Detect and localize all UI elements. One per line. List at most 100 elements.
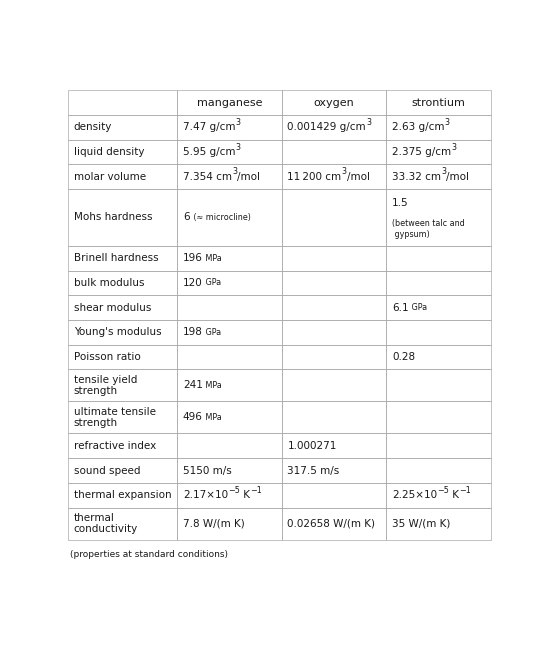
Bar [387,295,491,320]
Bar [177,369,282,401]
Bar [68,246,177,271]
Text: 496: 496 [183,413,203,422]
Bar [68,508,177,539]
Bar [68,164,177,189]
Bar [68,271,177,295]
Bar [68,320,177,345]
Text: 3: 3 [366,118,371,127]
Text: 0.02658 W/(m K): 0.02658 W/(m K) [287,519,376,528]
Text: 196: 196 [183,253,203,263]
Text: 1.5: 1.5 [392,199,408,208]
Bar [177,189,282,246]
Bar [282,401,387,434]
Bar [282,140,387,164]
Text: molar volume: molar volume [74,172,146,182]
Text: 7.47 g/cm: 7.47 g/cm [183,123,235,132]
Bar [387,90,491,115]
Text: 2.375 g/cm: 2.375 g/cm [392,147,451,157]
Bar [282,295,387,320]
Bar [387,271,491,295]
Bar [387,458,491,483]
Text: /mol: /mol [347,172,370,182]
Text: −1: −1 [459,485,471,495]
Text: 1.000271: 1.000271 [287,441,337,451]
Bar [177,458,282,483]
Bar [68,115,177,140]
Text: sound speed: sound speed [74,465,140,476]
Bar [282,189,387,246]
Bar [387,434,491,458]
Text: Mohs hardness: Mohs hardness [74,212,152,223]
Bar [387,189,491,246]
Text: /mol: /mol [446,172,469,182]
Bar [68,140,177,164]
Bar [177,164,282,189]
Bar [282,508,387,539]
Text: GPa: GPa [408,303,427,312]
Bar [177,140,282,164]
Text: thermal
conductivity: thermal conductivity [74,513,138,534]
Bar [387,483,491,508]
Bar [282,369,387,401]
Text: 5.95 g/cm: 5.95 g/cm [183,147,235,157]
Text: 317.5 m/s: 317.5 m/s [287,465,340,476]
Text: 241: 241 [183,380,203,390]
Bar [282,458,387,483]
Bar [282,483,387,508]
Text: GPa: GPa [203,328,221,337]
Text: −1: −1 [250,485,262,495]
Text: 11 200 cm: 11 200 cm [287,172,342,182]
Text: 3: 3 [232,167,237,177]
Text: 3: 3 [441,167,446,177]
Text: −5: −5 [228,485,240,495]
Bar [282,246,387,271]
Text: Poisson ratio: Poisson ratio [74,352,140,362]
Text: oxygen: oxygen [314,98,354,108]
Bar [68,345,177,369]
Text: 35 W/(m K): 35 W/(m K) [392,519,450,528]
Text: 6.1: 6.1 [392,302,408,313]
Bar [177,401,282,434]
Bar [282,115,387,140]
Text: 2.17×10: 2.17×10 [183,490,228,500]
Bar [282,345,387,369]
Text: ultimate tensile
strength: ultimate tensile strength [74,407,156,428]
Bar [68,434,177,458]
Bar [387,140,491,164]
Text: density: density [74,123,112,132]
Text: 0.28: 0.28 [392,352,415,362]
Text: bulk modulus: bulk modulus [74,278,144,288]
Text: 2.63 g/cm: 2.63 g/cm [392,123,444,132]
Bar [282,164,387,189]
Text: 3: 3 [444,118,449,127]
Text: refractive index: refractive index [74,441,156,451]
Bar [177,271,282,295]
Text: 7.8 W/(m K): 7.8 W/(m K) [183,519,245,528]
Text: 3: 3 [451,143,456,152]
Bar [387,320,491,345]
Text: MPa: MPa [203,254,222,263]
Bar [68,483,177,508]
Text: thermal expansion: thermal expansion [74,490,171,500]
Bar [68,189,177,246]
Text: liquid density: liquid density [74,147,144,157]
Bar [387,115,491,140]
Bar [177,295,282,320]
Text: 2.25×10: 2.25×10 [392,490,437,500]
Text: 33.32 cm: 33.32 cm [392,172,441,182]
Text: manganese: manganese [197,98,263,108]
Text: 0.001429 g/cm: 0.001429 g/cm [287,123,366,132]
Text: Brinell hardness: Brinell hardness [74,253,158,263]
Text: strontium: strontium [412,98,466,108]
Text: /mol: /mol [237,172,260,182]
Text: (properties at standard conditions): (properties at standard conditions) [70,550,228,559]
Text: −5: −5 [437,485,449,495]
Text: MPa: MPa [203,381,222,390]
Text: (between talc and
 gypsum): (between talc and gypsum) [392,219,465,239]
Bar [387,369,491,401]
Text: 6: 6 [183,212,189,223]
Bar [68,369,177,401]
Bar [68,295,177,320]
Bar [387,401,491,434]
Text: (≈ microcline): (≈ microcline) [191,213,251,222]
